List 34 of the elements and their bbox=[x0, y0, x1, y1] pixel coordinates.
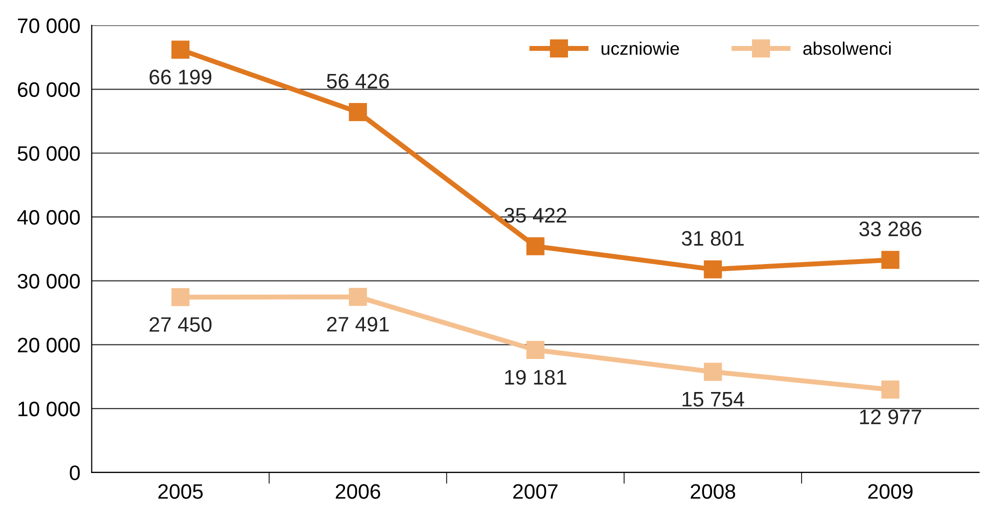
data-label: 33 286 bbox=[859, 222, 922, 236]
y-tick-label: 20 000 bbox=[18, 338, 80, 352]
point bbox=[171, 288, 190, 306]
point bbox=[881, 380, 900, 399]
x-tick-label: 2009 bbox=[868, 484, 913, 499]
y-tick-label: 30 000 bbox=[18, 274, 80, 289]
y-tick-label: 10 000 bbox=[18, 402, 80, 416]
data-label: 15 754 bbox=[682, 392, 744, 407]
y-tick-label: 40 000 bbox=[17, 210, 80, 225]
x-tick-label: 2005 bbox=[158, 484, 203, 499]
y-tick-label: 60 000 bbox=[18, 82, 80, 98]
point bbox=[704, 260, 722, 278]
point bbox=[704, 362, 722, 381]
point bbox=[881, 250, 900, 269]
data-label: 31 801 bbox=[682, 231, 744, 246]
y-tick-label: 70 000 bbox=[18, 18, 80, 34]
x-tick-label: 2008 bbox=[690, 484, 736, 499]
point bbox=[171, 40, 190, 59]
x-tick-label: 2007 bbox=[513, 484, 558, 499]
legend-label: uczniowie bbox=[602, 42, 679, 55]
x-tick-label: 2006 bbox=[336, 484, 380, 499]
data-label: 27 450 bbox=[150, 317, 212, 332]
point bbox=[526, 237, 544, 256]
data-label: 27 491 bbox=[327, 316, 389, 332]
legend-label: absolwenci bbox=[803, 42, 891, 55]
point bbox=[348, 288, 367, 306]
data-label: 19 181 bbox=[505, 370, 566, 385]
data-label: 56 426 bbox=[326, 74, 389, 89]
data-label: 12 977 bbox=[860, 410, 922, 424]
y-tick-label: 50 000 bbox=[18, 146, 80, 161]
y-tick-label: 0 bbox=[70, 465, 80, 480]
point bbox=[526, 340, 544, 359]
data-label: 66 199 bbox=[150, 70, 212, 84]
point bbox=[348, 103, 367, 122]
